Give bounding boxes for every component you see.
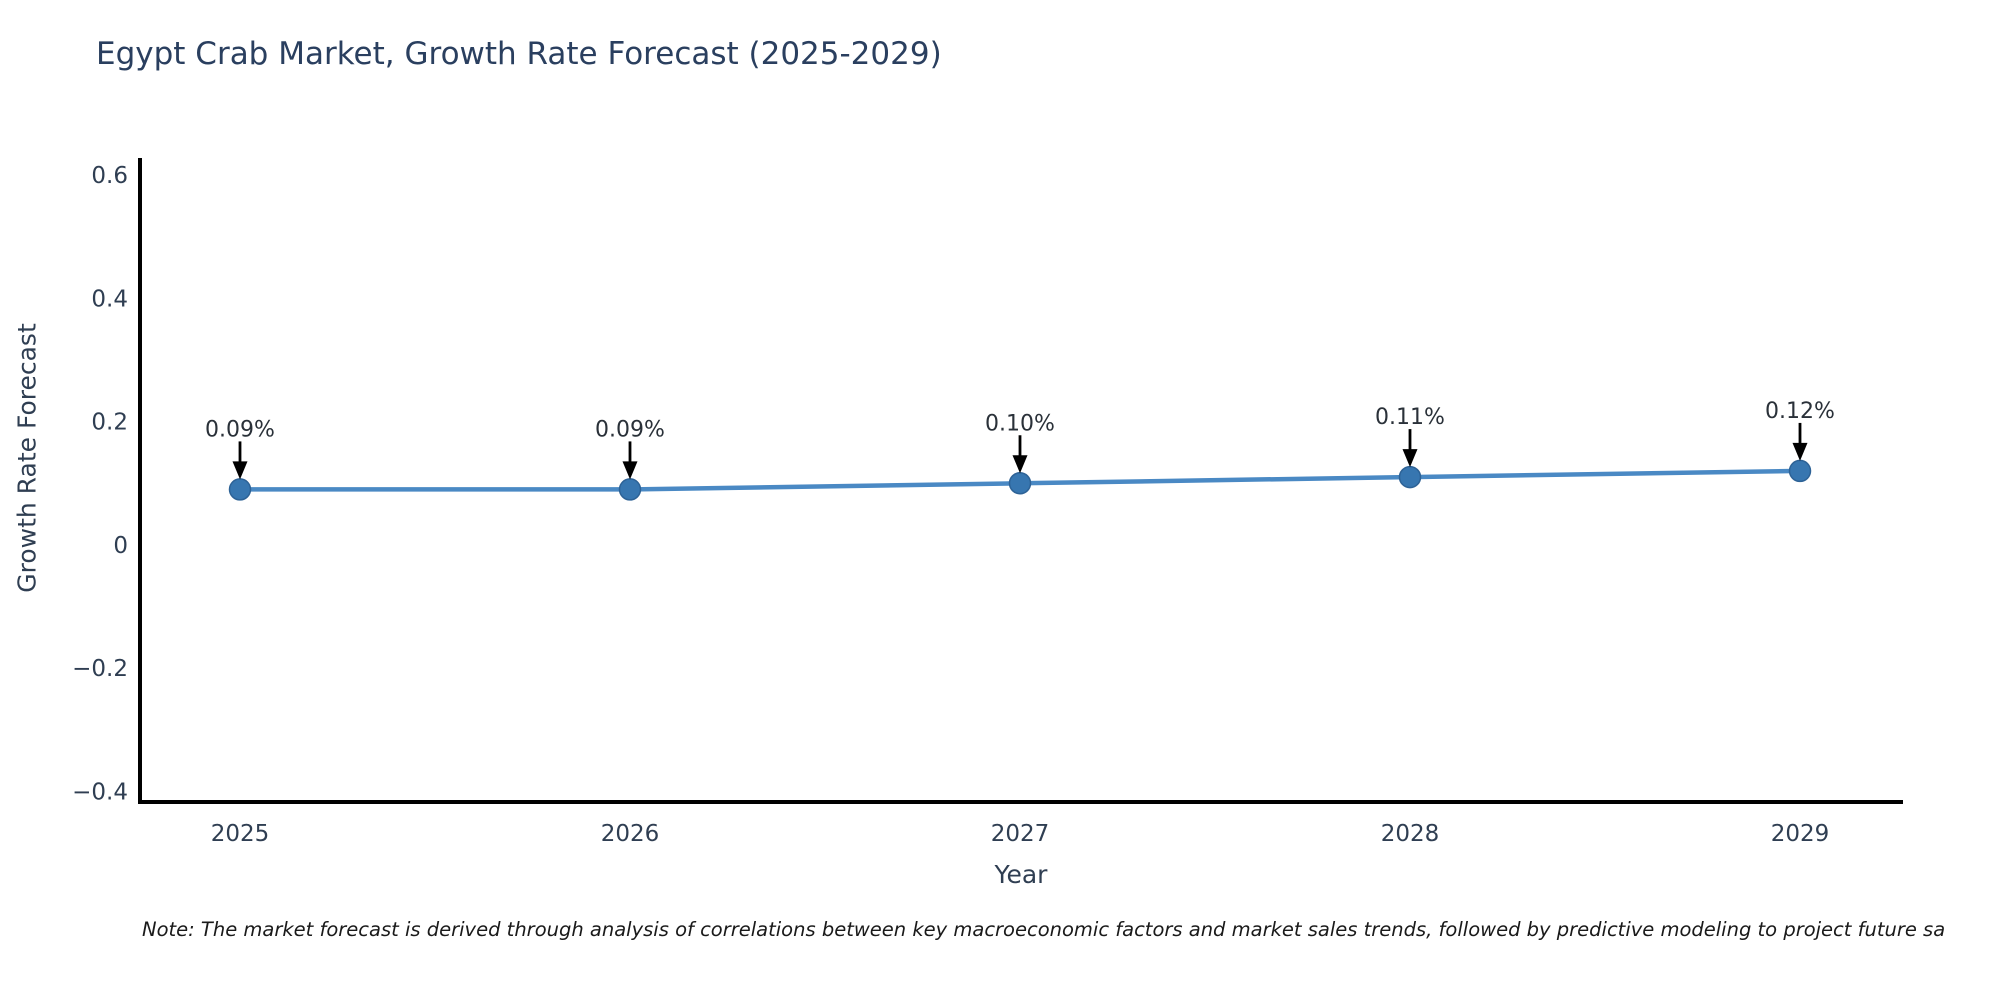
x-tick-label: 2029	[1771, 821, 1830, 847]
x-tick-label: 2028	[1381, 821, 1440, 847]
y-tick-label: −0.2	[72, 656, 128, 682]
annotation-label: 0.10%	[985, 411, 1055, 436]
x-tick-label: 2027	[991, 821, 1050, 847]
annotation-arrow-head	[1012, 455, 1028, 474]
y-tick-label: −0.4	[72, 780, 128, 806]
annotation-label: 0.09%	[205, 417, 275, 442]
annotation-label: 0.09%	[595, 417, 665, 442]
data-point-marker	[618, 478, 642, 501]
x-tick-label: 2025	[211, 821, 270, 847]
data-point-marker	[1398, 465, 1422, 489]
footnote: Note: The market forecast is derived thr…	[142, 918, 1946, 941]
y-tick-label: 0.2	[91, 410, 128, 436]
annotation-label: 0.12%	[1765, 399, 1835, 424]
annotation-arrow-head	[1402, 449, 1418, 468]
data-point-marker	[228, 478, 252, 501]
annotation-arrow-head	[1792, 442, 1808, 461]
chart-title: Egypt Crab Market, Growth Rate Forecast …	[96, 36, 942, 72]
y-tick-label: 0.4	[91, 286, 128, 312]
data-point-marker	[1008, 472, 1032, 495]
data-point-marker	[1788, 459, 1812, 483]
annotation-arrow-head	[232, 461, 248, 480]
annotation-arrow-head	[622, 461, 638, 480]
y-tick-label: 0	[113, 533, 128, 559]
annotation-label: 0.11%	[1375, 405, 1445, 430]
y-tick-label: 0.6	[91, 163, 128, 189]
x-axis-title: Year	[994, 860, 1048, 889]
x-tick-label: 2026	[601, 821, 660, 847]
